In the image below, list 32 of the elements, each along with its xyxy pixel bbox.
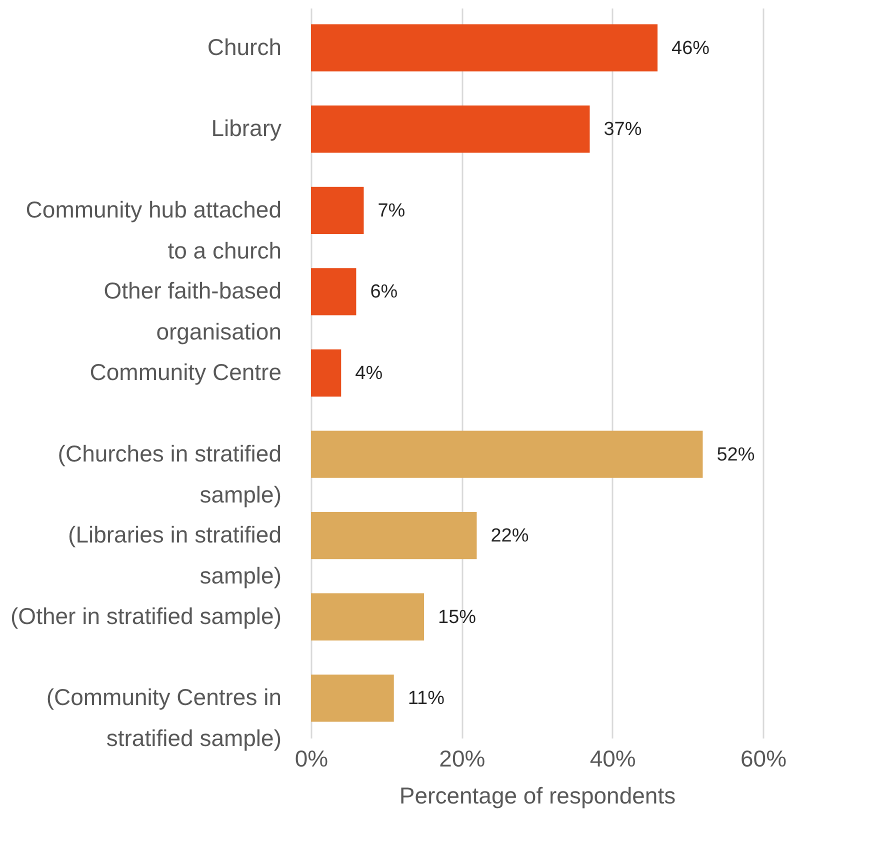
- bar: [311, 593, 424, 640]
- data-label: 11%: [408, 688, 445, 710]
- x-tick-label: 60%: [740, 746, 787, 772]
- y-tick-label: (Other in stratified sample): [10, 602, 282, 629]
- y-tick-label: Community hub attached to a church: [26, 196, 282, 264]
- y-tick-label: (Community Centres in stratified sample): [46, 684, 282, 752]
- bar: [311, 268, 356, 316]
- x-tick-label: 0%: [294, 746, 328, 772]
- x-tick-label: 20%: [439, 746, 486, 772]
- y-tick-label: (Libraries in stratified sample): [68, 522, 282, 589]
- bar: [311, 106, 590, 153]
- data-label: 46%: [672, 38, 710, 59]
- data-label: 15%: [438, 606, 476, 628]
- data-label: 6%: [370, 282, 398, 303]
- bar: [311, 430, 703, 478]
- data-label: 22%: [490, 526, 529, 547]
- bar: [311, 186, 364, 234]
- bar: [311, 349, 342, 397]
- data-label: 4%: [355, 363, 383, 384]
- bar: [311, 24, 658, 72]
- data-label: 7%: [378, 200, 406, 222]
- y-tick-label: Other faith-based organisation: [104, 278, 282, 345]
- bar: [311, 512, 477, 560]
- data-label: 52%: [716, 444, 755, 466]
- x-tick-label: 40%: [590, 746, 636, 772]
- data-label: 37%: [604, 119, 642, 140]
- y-tick-label: Church: [207, 34, 282, 60]
- y-tick-label: Community Centre: [90, 359, 282, 385]
- x-axis-title: Percentage of respondents: [399, 782, 676, 808]
- y-tick-label: (Churches in stratified sample): [58, 440, 282, 508]
- y-tick-label: Library: [211, 115, 282, 142]
- bar: [311, 674, 394, 722]
